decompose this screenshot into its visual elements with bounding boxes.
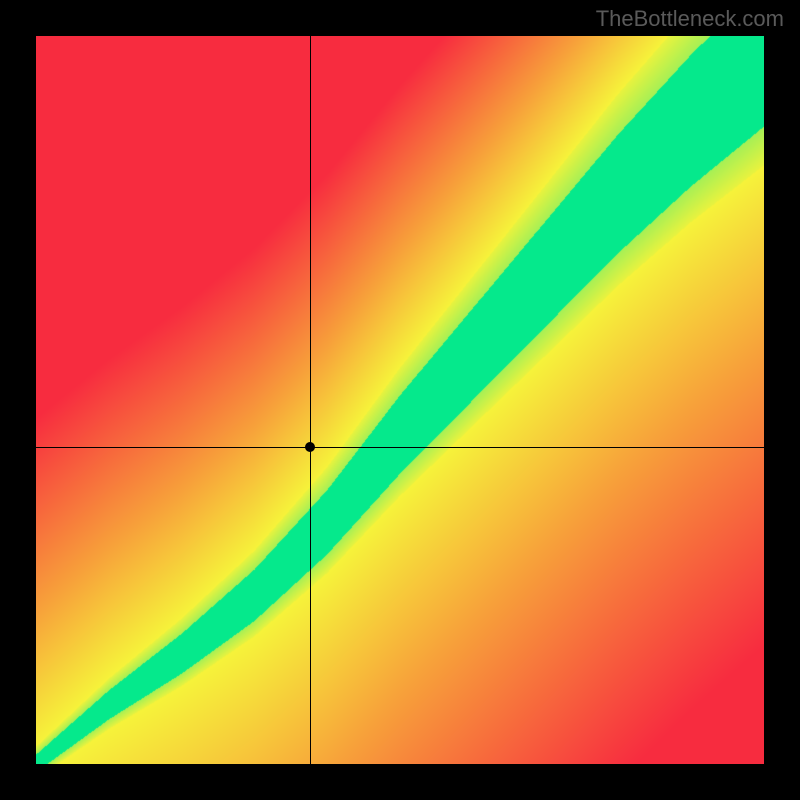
watermark-text: TheBottleneck.com bbox=[596, 6, 784, 32]
plot-area bbox=[36, 36, 764, 764]
bottleneck-marker bbox=[305, 442, 315, 452]
crosshair-vertical bbox=[310, 36, 311, 764]
crosshair-horizontal bbox=[36, 447, 764, 448]
heatmap-canvas bbox=[36, 36, 764, 764]
